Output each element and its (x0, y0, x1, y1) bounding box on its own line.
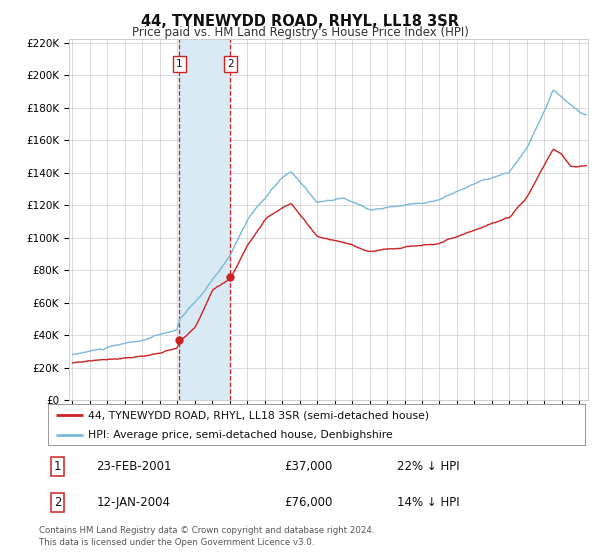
Text: 1: 1 (54, 460, 61, 473)
Text: 44, TYNEWYDD ROAD, RHYL, LL18 3SR: 44, TYNEWYDD ROAD, RHYL, LL18 3SR (141, 14, 459, 29)
Text: 2: 2 (54, 496, 61, 509)
Text: Price paid vs. HM Land Registry's House Price Index (HPI): Price paid vs. HM Land Registry's House … (131, 26, 469, 39)
Text: 23-FEB-2001: 23-FEB-2001 (97, 460, 172, 473)
Text: 44, TYNEWYDD ROAD, RHYL, LL18 3SR (semi-detached house): 44, TYNEWYDD ROAD, RHYL, LL18 3SR (semi-… (88, 410, 430, 421)
Text: Contains HM Land Registry data © Crown copyright and database right 2024.
This d: Contains HM Land Registry data © Crown c… (39, 526, 374, 547)
Text: 14% ↓ HPI: 14% ↓ HPI (397, 496, 460, 509)
Text: 2: 2 (227, 59, 234, 69)
Text: £37,000: £37,000 (284, 460, 332, 473)
Text: £76,000: £76,000 (284, 496, 332, 509)
Text: 12-JAN-2004: 12-JAN-2004 (97, 496, 170, 509)
Text: 22% ↓ HPI: 22% ↓ HPI (397, 460, 460, 473)
Text: 1: 1 (176, 59, 183, 69)
Text: HPI: Average price, semi-detached house, Denbighshire: HPI: Average price, semi-detached house,… (88, 430, 393, 440)
Bar (179, 39, 230, 400)
